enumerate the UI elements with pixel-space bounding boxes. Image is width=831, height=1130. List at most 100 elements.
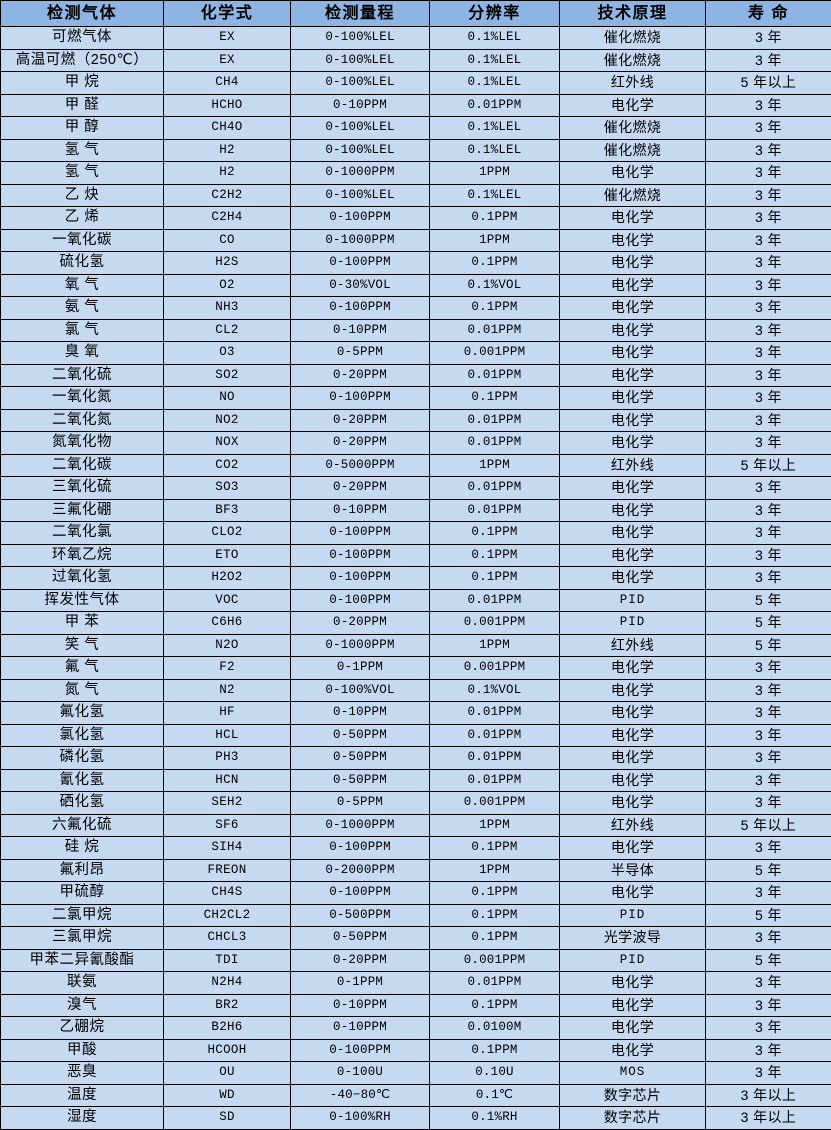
cell-lifespan: 3 年 — [706, 747, 831, 770]
cell-tech-principle: 电化学 — [560, 1017, 706, 1040]
cell-chemical-formula: HCL — [164, 724, 291, 747]
cell-tech-principle: 电化学 — [560, 769, 706, 792]
cell-resolution: 0.1PPM — [430, 927, 560, 950]
cell-detection-range: 0-50PPM — [291, 724, 430, 747]
cell-tech-principle: 电化学 — [560, 792, 706, 815]
cell-detection-range: 0-5000PPM — [291, 454, 430, 477]
cell-tech-principle: PID — [560, 949, 706, 972]
cell-tech-principle: 电化学 — [560, 342, 706, 365]
cell-resolution: 0.1%LEL — [430, 49, 560, 72]
cell-lifespan: 3 年 — [706, 837, 831, 860]
cell-lifespan: 3 年 — [706, 297, 831, 320]
cell-resolution: 0.1PPM — [430, 882, 560, 905]
cell-detection-range: 0-1PPM — [291, 657, 430, 680]
cell-lifespan: 3 年 — [706, 927, 831, 950]
cell-chemical-formula: BR2 — [164, 994, 291, 1017]
cell-lifespan: 3 年 — [706, 207, 831, 230]
cell-detection-range: 0-10PPM — [291, 94, 430, 117]
table-header: 检测气体 化学式 检测量程 分辨率 技术原理 寿 命 — [1, 1, 831, 27]
column-header-formula: 化学式 — [164, 1, 291, 27]
cell-chemical-formula: CO — [164, 229, 291, 252]
cell-resolution: 0.001PPM — [430, 949, 560, 972]
cell-resolution: 0.01PPM — [430, 364, 560, 387]
cell-detection-range: 0-10PPM — [291, 994, 430, 1017]
cell-lifespan: 3 年以上 — [706, 1084, 831, 1107]
cell-lifespan: 5 年 — [706, 859, 831, 882]
cell-chemical-formula: EX — [164, 49, 291, 72]
cell-lifespan: 3 年 — [706, 274, 831, 297]
cell-lifespan: 3 年 — [706, 522, 831, 545]
cell-resolution: 0.1PPM — [430, 207, 560, 230]
cell-gas-name: 二氧化硫 — [1, 364, 164, 387]
cell-detection-range: 0-1000PPM — [291, 229, 430, 252]
cell-tech-principle: 电化学 — [560, 162, 706, 185]
cell-resolution: 0.1%LEL — [430, 72, 560, 95]
cell-gas-name: 二氧化氮 — [1, 409, 164, 432]
cell-gas-name: 硒化氢 — [1, 792, 164, 815]
cell-lifespan: 3 年 — [706, 544, 831, 567]
cell-chemical-formula: ETO — [164, 544, 291, 567]
cell-detection-range: 0-1000PPM — [291, 814, 430, 837]
cell-gas-name: 环氧乙烷 — [1, 544, 164, 567]
cell-chemical-formula: O3 — [164, 342, 291, 365]
cell-gas-name: 氨 气 — [1, 297, 164, 320]
cell-chemical-formula: F2 — [164, 657, 291, 680]
cell-gas-name: 恶臭 — [1, 1062, 164, 1085]
cell-lifespan: 3 年 — [706, 724, 831, 747]
cell-detection-range: 0-500PPM — [291, 904, 430, 927]
cell-chemical-formula: BF3 — [164, 499, 291, 522]
cell-resolution: 1PPM — [430, 634, 560, 657]
cell-chemical-formula: H2 — [164, 162, 291, 185]
cell-lifespan: 5 年 — [706, 612, 831, 635]
cell-tech-principle: 电化学 — [560, 432, 706, 455]
cell-lifespan: 3 年 — [706, 1062, 831, 1085]
cell-tech-principle: 电化学 — [560, 94, 706, 117]
cell-resolution: 0.1%RH — [430, 1107, 560, 1130]
cell-resolution: 0.1PPM — [430, 252, 560, 275]
cell-detection-range: 0-100PPM — [291, 297, 430, 320]
cell-gas-name: 甲 醇 — [1, 117, 164, 140]
cell-gas-name: 乙 烯 — [1, 207, 164, 230]
cell-tech-principle: 数字芯片 — [560, 1084, 706, 1107]
cell-tech-principle: 电化学 — [560, 702, 706, 725]
cell-gas-name: 三氧化硫 — [1, 477, 164, 500]
cell-detection-range: 0-30%VOL — [291, 274, 430, 297]
cell-gas-name: 甲 烷 — [1, 72, 164, 95]
cell-detection-range: 0-1PPM — [291, 972, 430, 995]
cell-gas-name: 氧 气 — [1, 274, 164, 297]
cell-detection-range: 0-100PPM — [291, 837, 430, 860]
cell-gas-name: 挥发性气体 — [1, 589, 164, 612]
cell-lifespan: 3 年 — [706, 994, 831, 1017]
cell-chemical-formula: H2 — [164, 139, 291, 162]
cell-detection-range: -40−80℃ — [291, 1084, 430, 1107]
cell-chemical-formula: C2H2 — [164, 184, 291, 207]
cell-chemical-formula: HCOOH — [164, 1039, 291, 1062]
cell-detection-range: 0-5PPM — [291, 792, 430, 815]
cell-resolution: 0.1PPM — [430, 994, 560, 1017]
cell-lifespan: 3 年 — [706, 184, 831, 207]
cell-gas-name: 甲 苯 — [1, 612, 164, 635]
cell-lifespan: 3 年 — [706, 499, 831, 522]
cell-resolution: 0.1PPM — [430, 522, 560, 545]
cell-chemical-formula: SO2 — [164, 364, 291, 387]
cell-chemical-formula: OU — [164, 1062, 291, 1085]
cell-lifespan: 3 年 — [706, 27, 831, 50]
cell-tech-principle: 红外线 — [560, 634, 706, 657]
cell-tech-principle: 电化学 — [560, 679, 706, 702]
